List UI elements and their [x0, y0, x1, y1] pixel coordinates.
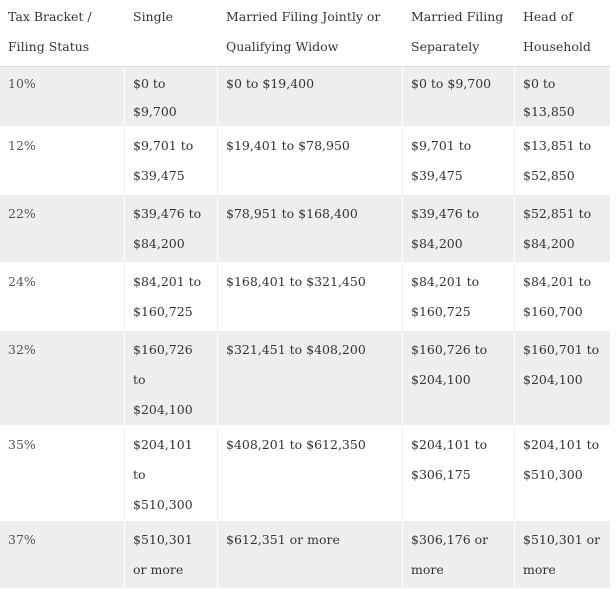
- header-single: Single: [125, 0, 218, 67]
- head-of-household-range: $160,701 to $204,100: [515, 331, 610, 426]
- single-range: $0 to $9,700: [125, 67, 218, 127]
- married-jointly-range: $19,401 to $78,950: [218, 127, 403, 195]
- table-header: Tax Bracket / Filing Status Single Marri…: [0, 0, 610, 67]
- table-row: 12% $9,701 to $39,475 $19,401 to $78,950…: [0, 127, 610, 195]
- bracket-rate: 24%: [0, 263, 125, 331]
- married-jointly-range: $408,201 to $612,350: [218, 426, 403, 521]
- married-jointly-range: $168,401 to $321,450: [218, 263, 403, 331]
- single-range: $160,726 to $204,100: [125, 331, 218, 426]
- single-range: $9,701 to $39,475: [125, 127, 218, 195]
- married-separately-range: $160,726 to $204,100: [403, 331, 515, 426]
- header-head-of-household: Head of Household: [515, 0, 610, 67]
- married-separately-range: $306,176 or more: [403, 521, 515, 589]
- married-separately-range: $9,701 to $39,475: [403, 127, 515, 195]
- married-separately-range: $0 to $9,700: [403, 67, 515, 127]
- married-jointly-range: $321,451 to $408,200: [218, 331, 403, 426]
- header-row: Tax Bracket / Filing Status Single Marri…: [0, 0, 610, 67]
- married-jointly-range: $612,351 or more: [218, 521, 403, 589]
- table-row: 10% $0 to $9,700 $0 to $19,400 $0 to $9,…: [0, 67, 610, 127]
- head-of-household-range: $204,101 to $510,300: [515, 426, 610, 521]
- married-separately-range: $204,101 to $306,175: [403, 426, 515, 521]
- header-married-separately: Married Filing Separately: [403, 0, 515, 67]
- table-row: 37% $510,301 or more $612,351 or more $3…: [0, 521, 610, 589]
- head-of-household-range: $84,201 to $160,700: [515, 263, 610, 331]
- head-of-household-range: $52,851 to $84,200: [515, 195, 610, 263]
- single-range: $204,101 to $510,300: [125, 426, 218, 521]
- table-row: 32% $160,726 to $204,100 $321,451 to $40…: [0, 331, 610, 426]
- header-married-jointly: Married Filing Jointly or Qualifying Wid…: [218, 0, 403, 67]
- bracket-rate: 22%: [0, 195, 125, 263]
- bracket-rate: 37%: [0, 521, 125, 589]
- married-separately-range: $84,201 to $160,725: [403, 263, 515, 331]
- table-row: 35% $204,101 to $510,300 $408,201 to $61…: [0, 426, 610, 521]
- table-row: 24% $84,201 to $160,725 $168,401 to $321…: [0, 263, 610, 331]
- head-of-household-range: $0 to $13,850: [515, 67, 610, 127]
- table-body: 10% $0 to $9,700 $0 to $19,400 $0 to $9,…: [0, 67, 610, 589]
- table-row: 22% $39,476 to $84,200 $78,951 to $168,4…: [0, 195, 610, 263]
- married-jointly-range: $0 to $19,400: [218, 67, 403, 127]
- bracket-rate: 32%: [0, 331, 125, 426]
- married-jointly-range: $78,951 to $168,400: [218, 195, 403, 263]
- single-range: $39,476 to $84,200: [125, 195, 218, 263]
- bracket-rate: 12%: [0, 127, 125, 195]
- header-filing-status: Tax Bracket / Filing Status: [0, 0, 125, 67]
- single-range: $84,201 to $160,725: [125, 263, 218, 331]
- married-separately-range: $39,476 to $84,200: [403, 195, 515, 263]
- single-range: $510,301 or more: [125, 521, 218, 589]
- head-of-household-range: $510,301 or more: [515, 521, 610, 589]
- head-of-household-range: $13,851 to $52,850: [515, 127, 610, 195]
- bracket-rate: 10%: [0, 67, 125, 127]
- bracket-rate: 35%: [0, 426, 125, 521]
